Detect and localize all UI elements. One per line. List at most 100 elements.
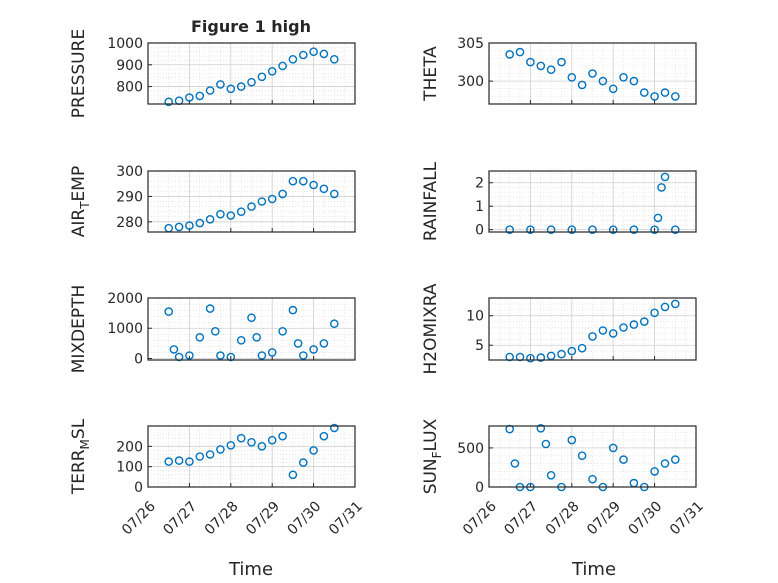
data-point — [247, 77, 256, 87]
data-point — [216, 80, 225, 89]
data-point — [588, 225, 597, 234]
data-point — [247, 313, 256, 323]
y-tick-label: 1 — [475, 199, 484, 215]
data-point — [546, 470, 556, 480]
data-point — [226, 84, 236, 94]
y-tick-label: 0 — [134, 351, 143, 367]
panel-terr-msl: 0 100 200 TERRMSL 07/26 07/27 07/28 07/29 07/30 0… — [69, 418, 366, 538]
data-point — [671, 92, 680, 101]
data-point — [546, 225, 556, 234]
data-point — [577, 343, 587, 353]
data-point — [210, 326, 220, 336]
data-point — [309, 180, 318, 190]
data-point — [650, 225, 659, 234]
data-point — [185, 221, 194, 230]
x-tick-label: 07/28 — [202, 499, 242, 539]
data-point — [567, 435, 577, 445]
data-point — [169, 345, 179, 354]
data-point — [660, 172, 670, 182]
axes-box — [488, 425, 697, 488]
y-axis-label: PRESSURE — [69, 29, 89, 118]
axes-box — [488, 42, 697, 105]
data-point — [288, 176, 298, 186]
x-tick-label: 07/27 — [160, 499, 200, 539]
data-point — [309, 345, 318, 354]
y-tick-label: 800 — [116, 80, 143, 96]
data-point — [236, 82, 246, 91]
data-point — [247, 202, 256, 211]
y-axis-label: MIXDEPTH — [69, 285, 89, 374]
y-tick-label: 900 — [116, 58, 143, 74]
data-point — [226, 352, 236, 362]
data-point — [319, 49, 329, 59]
data-point — [195, 218, 205, 228]
data-point — [257, 197, 267, 206]
axes-box — [147, 170, 356, 233]
data-point — [288, 470, 298, 480]
data-point — [195, 91, 205, 101]
data-point — [195, 332, 205, 342]
x-tick-label: 07/29 — [584, 499, 624, 539]
data-point — [567, 73, 577, 82]
data-point — [671, 455, 680, 464]
data-point — [278, 326, 287, 336]
x-tick-label: 07/26 — [460, 498, 500, 538]
data-point — [546, 65, 556, 74]
y-tick-label: 100 — [116, 460, 143, 476]
data-point — [319, 184, 329, 194]
data-point — [288, 305, 298, 315]
y-tick-label: 0 — [475, 480, 484, 496]
data-point — [236, 433, 246, 443]
data-point — [505, 50, 515, 59]
data-point — [526, 353, 535, 363]
data-point — [164, 457, 173, 466]
data-point — [650, 92, 659, 101]
y-axis-label: RAINFALL — [421, 161, 441, 241]
data-point — [329, 423, 339, 433]
data-point — [608, 329, 618, 338]
data-point — [567, 346, 577, 356]
data-point — [526, 57, 535, 67]
data-point — [619, 73, 628, 82]
y-tick-label: 2000 — [107, 291, 143, 307]
x-tick-label: 07/31 — [326, 499, 366, 539]
data-point — [185, 457, 194, 466]
y-axis-label: THETA — [421, 46, 441, 102]
data-point — [505, 225, 515, 234]
data-point — [588, 474, 597, 484]
x-tick-label: 07/27 — [501, 499, 541, 539]
data-point — [205, 214, 215, 224]
data-point — [164, 307, 173, 316]
y-tick-label: 2 — [475, 176, 484, 192]
data-point — [164, 97, 173, 107]
y-tick-label: 290 — [116, 189, 143, 205]
y-tick-label: 1000 — [107, 321, 143, 337]
data-point — [298, 458, 308, 467]
y-axis-label: H2OMIXRA — [421, 283, 441, 374]
data-point — [588, 332, 597, 341]
y-tick-label: 300 — [457, 74, 484, 90]
data-point — [329, 319, 339, 329]
data-point — [510, 459, 520, 468]
y-tick-label: 0 — [475, 223, 484, 239]
panel-air-temp: 280 290 300 AIRTEMP — [69, 164, 356, 237]
data-point — [598, 76, 608, 86]
data-point — [619, 323, 628, 332]
panel-mixdepth: 0 1000 2000 MIXDEPTH — [69, 285, 356, 374]
data-point — [267, 435, 277, 445]
data-point — [174, 352, 184, 362]
y-axis-label: TERRMSL — [69, 418, 92, 495]
data-point — [650, 467, 659, 476]
data-point — [267, 67, 277, 76]
data-point — [309, 446, 318, 455]
data-point — [526, 225, 535, 234]
data-point — [660, 88, 670, 97]
axes-box — [147, 42, 356, 105]
data-point — [660, 302, 670, 312]
data-point — [267, 348, 277, 357]
data-point — [216, 209, 225, 219]
data-point — [174, 456, 184, 465]
y-axis-label: AIRTEMP — [69, 166, 92, 237]
axes-box — [147, 425, 356, 488]
